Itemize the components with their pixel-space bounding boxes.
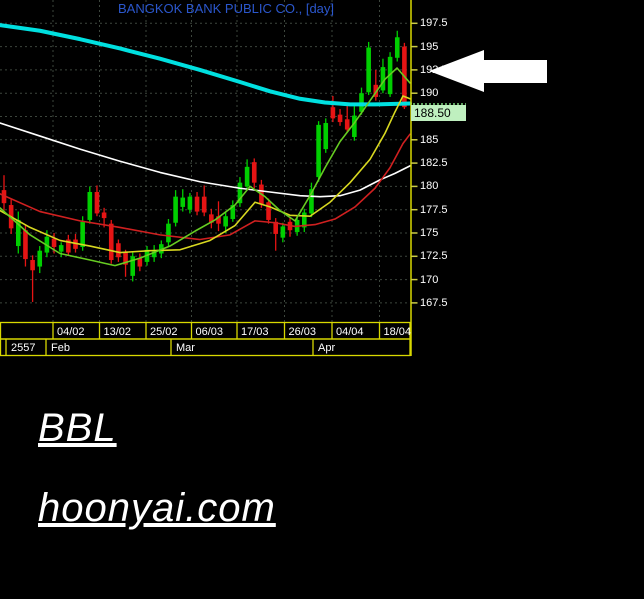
candle-body [223,216,228,227]
candle-body [201,196,207,213]
date-label: 17/03 [241,325,269,338]
candle-body [173,196,178,223]
site-text: hoonyai.com [38,486,276,530]
candle-body [180,197,186,207]
candle-body [73,239,78,249]
candle-body [373,84,379,97]
ma-yellow-line [0,95,411,254]
y-axis-label: 182.5 [420,157,448,170]
candle-body [16,219,21,247]
y-axis-label: 172.5 [420,250,448,263]
candle-body [108,223,114,261]
y-axis-label: 177.5 [420,203,448,216]
candle-body [94,191,100,214]
candle-body [116,243,121,258]
candle-body [251,162,257,183]
candle-body [30,260,35,271]
candle-body [37,250,43,267]
period-label: Mar [176,342,195,354]
candle-body [151,251,157,258]
candle-body [309,189,314,214]
candle-body [130,256,135,276]
date-label: 06/03 [195,325,224,338]
ma-fast-green-line [0,67,411,267]
candle-body [123,252,128,265]
candle-body [1,190,7,204]
candle-body [51,238,57,247]
ma-white-line [0,122,411,198]
candle-body [366,47,371,93]
candle-body [80,221,85,247]
y-axis-label: 167.5 [420,296,448,309]
candle-body [352,115,357,138]
y-axis-label: 192.5 [420,63,448,76]
candle-body [316,124,321,178]
candle-body [187,196,193,210]
period-label: Apr [318,342,336,354]
candle-body [380,67,386,91]
ma-red-line [0,133,411,241]
axis-row-border [0,338,411,357]
last-price-badge: 188.50 [411,105,466,121]
candle-body [137,258,143,267]
chart-title: BANGKOK BANK PUBLIC CO., [day] [118,1,335,16]
date-label: 26/03 [288,325,317,338]
date-label: 04/04 [336,325,364,338]
candle-body [237,182,243,204]
y-axis-label: 185 [420,133,439,146]
date-label: 04/02 [57,325,85,338]
candle-body [394,37,400,58]
candle-body [273,221,278,234]
candle-body [194,196,200,212]
candle-body [330,107,336,119]
candle-body [209,214,214,223]
candle-body [66,239,71,253]
candle-body [344,119,350,130]
candle-body [101,212,107,219]
candle-body [244,166,250,187]
date-label: 25/02 [150,325,178,338]
date-label: 13/02 [103,325,132,338]
candle-body [337,114,343,123]
annotation-arrow-icon [429,50,547,92]
candle-body [58,245,64,252]
y-axis-label: 190 [420,87,439,100]
candle-body [23,230,28,260]
candle-body [266,202,271,220]
date-label: 18/04 [383,325,412,338]
ma-long-cyan-line [0,23,412,107]
candle-body [87,191,93,220]
candle-body [216,216,221,224]
symbol-text: BBL [38,406,117,450]
y-axis-label: 170 [420,273,439,286]
candle-body [323,123,329,150]
period-label: Feb [51,342,70,354]
y-axis-label: 197.5 [420,17,448,30]
candle-body [280,226,286,238]
candle-body [302,212,307,228]
y-axis-label: 195 [420,40,439,53]
y-axis-label: 180 [420,180,439,193]
y-axis-label: 175 [420,226,439,239]
period-label: 2557 [11,342,36,354]
candle-body [166,223,171,243]
candle-body [230,205,236,220]
